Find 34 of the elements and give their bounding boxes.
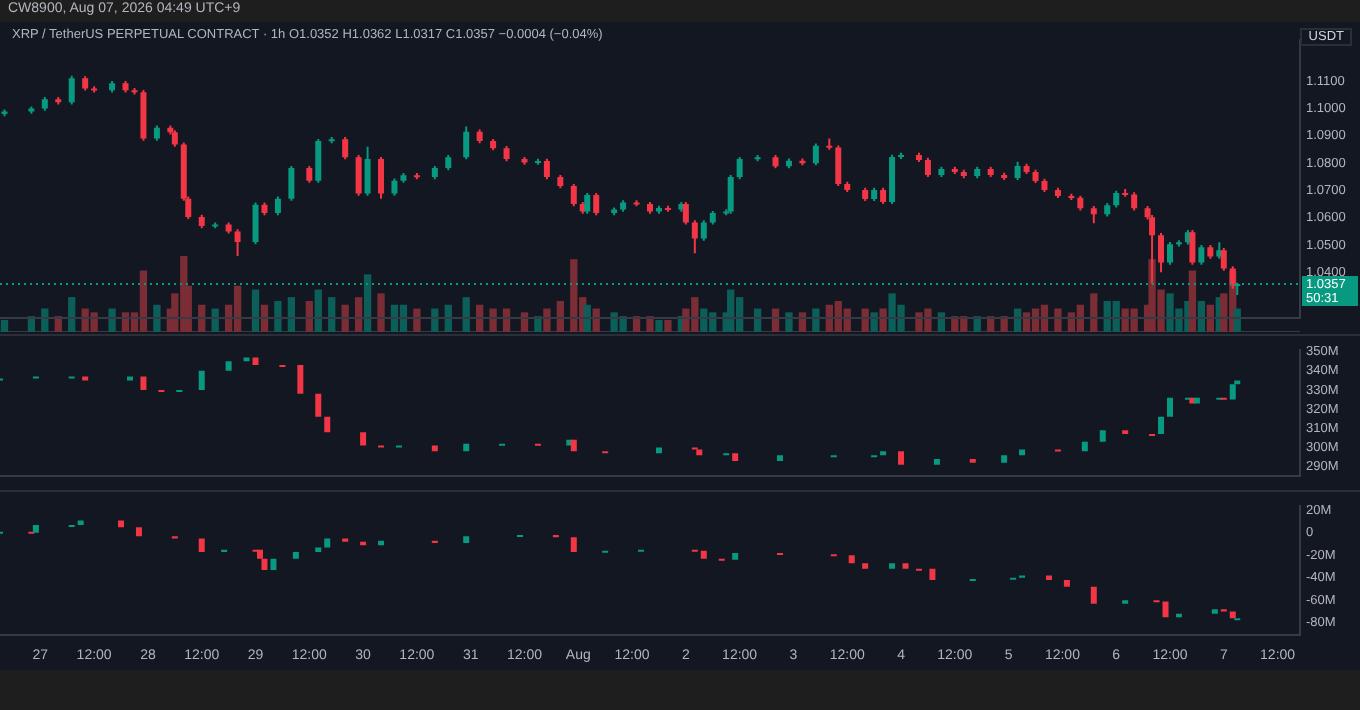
bar — [354, 297, 363, 332]
bar — [543, 308, 551, 332]
bar — [413, 308, 421, 332]
bar — [363, 274, 372, 332]
bar — [90, 312, 98, 332]
bar — [534, 316, 542, 332]
bar — [139, 270, 148, 332]
bar — [570, 259, 578, 332]
bar — [664, 319, 672, 332]
bar — [812, 308, 820, 332]
bar — [0, 319, 9, 332]
bar — [108, 308, 116, 332]
bar — [655, 319, 663, 332]
bar — [1130, 308, 1138, 332]
bar — [1000, 316, 1008, 332]
bar — [870, 312, 878, 332]
bar — [328, 297, 336, 332]
bar — [489, 308, 497, 332]
bar — [274, 300, 282, 332]
bar — [727, 289, 735, 332]
bar — [287, 297, 296, 332]
bar — [68, 297, 76, 332]
bar — [153, 304, 161, 332]
bar — [251, 289, 260, 332]
bar — [462, 297, 470, 332]
bar — [314, 289, 322, 332]
bar — [879, 308, 887, 332]
bar — [377, 293, 385, 332]
bar — [1188, 270, 1197, 332]
bar — [785, 312, 793, 332]
bar — [1090, 293, 1098, 332]
bar — [233, 285, 242, 332]
bar — [1054, 308, 1062, 332]
bar — [646, 316, 654, 332]
